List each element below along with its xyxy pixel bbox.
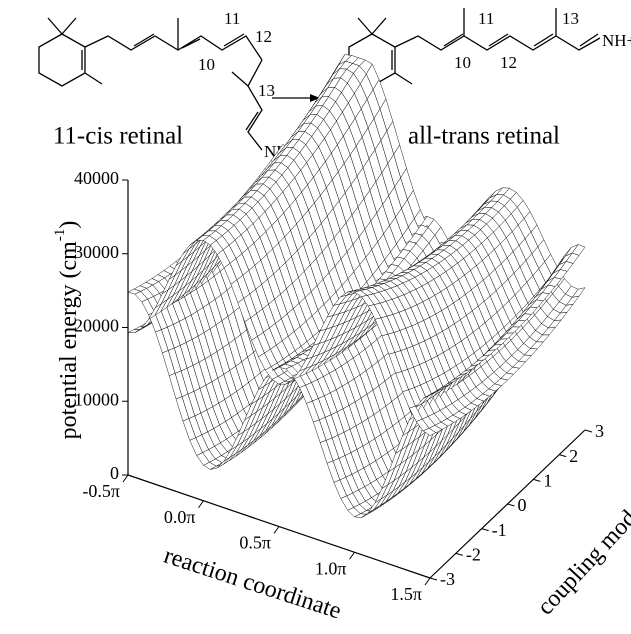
y-tick [455, 552, 463, 556]
y-axis-title: coupling mode [533, 498, 631, 621]
y-tick-label: -1 [492, 520, 507, 540]
z-axis-title: potential energy (cm-1) [52, 221, 81, 440]
x-tick [349, 551, 355, 560]
z-tick-label: 10000 [74, 389, 119, 409]
atom-label: 11 [224, 9, 240, 28]
atom-label: NH+ [602, 31, 631, 50]
molecule-all-trans [348, 8, 601, 87]
z-tick-label: 40000 [74, 168, 119, 188]
x-tick-label: -0.5π [82, 481, 120, 501]
x-tick [198, 500, 204, 509]
atom-label: 11 [478, 9, 494, 28]
z-tick-label: 0 [110, 463, 119, 483]
surface-plot: 0 10000 20000 30000 40000 -0.5π 0.0π 0.5π 1.0π 1.… [74, 54, 604, 604]
x-tick-label: 0.5π [239, 533, 271, 553]
molecule-name: 11-cis retinal [53, 123, 183, 150]
y-tick-label: 0 [518, 495, 527, 515]
y-tick-label: -2 [466, 544, 481, 564]
y-tick [559, 454, 567, 458]
x-tick [122, 474, 129, 483]
atom-label: 12 [500, 53, 517, 72]
molecule-11-cis [38, 17, 263, 151]
atom-label: 10 [454, 53, 471, 72]
y-tick-label: 2 [569, 446, 578, 466]
surface-patch [422, 427, 437, 436]
y-tick-label: 3 [595, 421, 604, 441]
x-tick [273, 526, 280, 534]
molecule-name: all-trans retinal [408, 123, 560, 150]
z-tick-label: 30000 [74, 242, 119, 262]
y-tick [533, 478, 541, 482]
y-tick [481, 528, 489, 532]
x-axis-title: reaction coordinate [161, 543, 345, 625]
x-tick-label: 1.0π [315, 558, 347, 578]
x-tick [424, 577, 431, 586]
z-tick-label: 20000 [74, 316, 119, 336]
y-tick [584, 429, 593, 433]
atom-label: 13 [562, 9, 579, 28]
y-tick-label: -3 [440, 569, 455, 589]
arrow-head [310, 94, 320, 102]
x-tick-label: 0.0π [164, 507, 196, 527]
y-tick-label: 1 [543, 470, 552, 490]
x-tick-label: 1.5π [390, 584, 422, 604]
y-tick [429, 577, 438, 581]
atom-label: 12 [255, 27, 272, 46]
surface-patch [423, 391, 437, 399]
y-tick [507, 503, 515, 507]
atom-label: 10 [198, 55, 215, 74]
atom-label: 13 [258, 81, 275, 100]
